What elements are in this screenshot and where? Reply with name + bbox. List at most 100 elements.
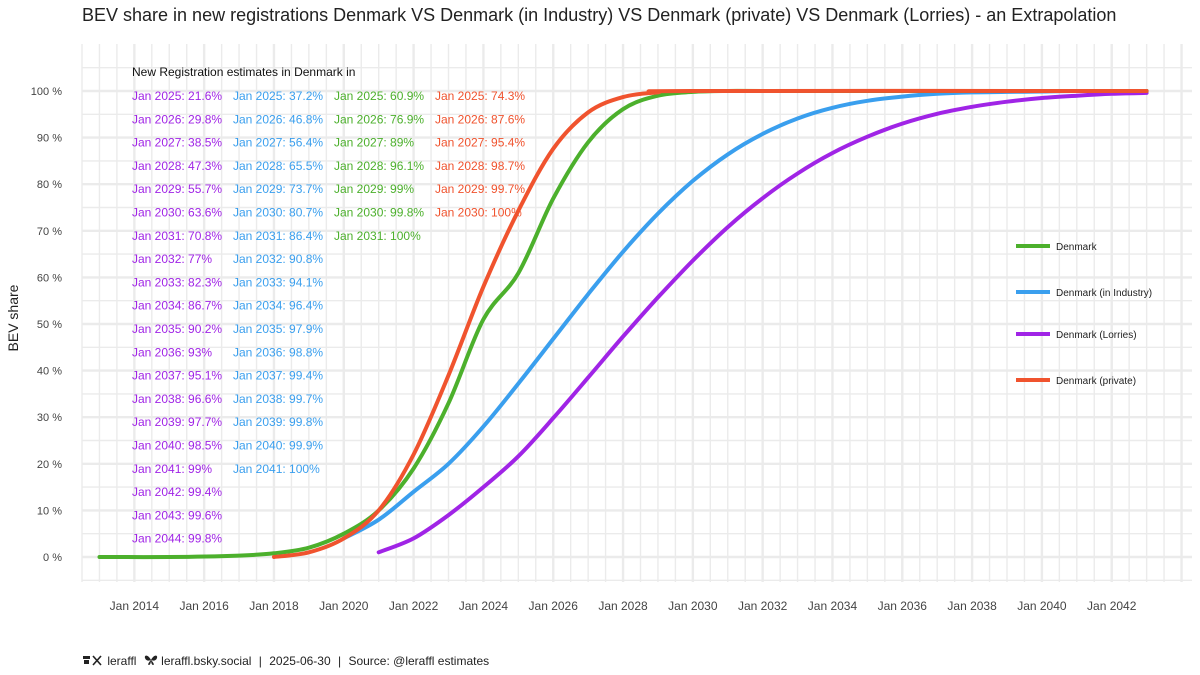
footer-date: 2025-06-30 xyxy=(269,654,331,668)
x-tick-label: Jan 2036 xyxy=(878,599,928,613)
legend-label: Denmark (private) xyxy=(1056,376,1136,387)
annotation-header: New Registration estimates in Denmark in xyxy=(132,65,355,79)
annotation-label: Jan 2033: 94.1% xyxy=(233,275,323,289)
x-tick-label: Jan 2022 xyxy=(389,599,439,613)
x-tick-label: Jan 2038 xyxy=(947,599,997,613)
y-tick-label: 50 % xyxy=(37,319,62,331)
annotation-label: Jan 2029: 73.7% xyxy=(233,182,323,196)
series-line-denmark-lorries xyxy=(376,90,1149,555)
series-line-denmark-private xyxy=(272,88,1149,559)
annotation-block: New Registration estimates in Denmark in… xyxy=(132,65,525,546)
annotation-label: Jan 2034: 96.4% xyxy=(233,299,323,313)
footer-bsky-handle[interactable]: leraffl.bsky.social xyxy=(161,654,252,668)
x-tick-label: Jan 2042 xyxy=(1087,599,1137,613)
annotation-label: Jan 2027: 38.5% xyxy=(132,136,222,150)
annotation-label: Jan 2028: 47.3% xyxy=(132,159,222,173)
annotation-label: Jan 2031: 86.4% xyxy=(233,229,323,243)
y-tick-label: 100 % xyxy=(31,86,62,98)
y-tick-label: 60 % xyxy=(37,272,62,284)
annotation-label: Jan 2030: 80.7% xyxy=(233,206,323,220)
y-axis-label: BEV share xyxy=(5,284,21,351)
annotation-label: Jan 2042: 99.4% xyxy=(132,485,222,499)
annotation-label: Jan 2027: 89% xyxy=(334,136,414,150)
annotation-label: Jan 2026: 46.8% xyxy=(233,112,323,126)
y-tick-label: 90 % xyxy=(37,133,62,145)
x-tick-label: Jan 2040 xyxy=(1017,599,1067,613)
y-tick-label: 20 % xyxy=(37,459,62,471)
annotation-label: Jan 2028: 96.1% xyxy=(334,159,424,173)
footer-source: Source: @leraffl estimates xyxy=(348,654,490,668)
series-lines xyxy=(97,88,1149,560)
annotation-label: Jan 2030: 63.6% xyxy=(132,206,222,220)
annotation-label: Jan 2027: 56.4% xyxy=(233,136,323,150)
footer-handle[interactable]: leraffl xyxy=(107,654,137,668)
annotation-label: Jan 2041: 100% xyxy=(233,462,320,476)
x-tick-label: Jan 2028 xyxy=(598,599,648,613)
legend-label: Denmark xyxy=(1056,242,1098,253)
annotation-label: Jan 2027: 95.4% xyxy=(435,136,525,150)
legend: Denmark Denmark (in Industry) Denmark (Lor… xyxy=(1016,242,1152,387)
annotation-label: Jan 2036: 93% xyxy=(132,345,212,359)
x-tick-label: Jan 2014 xyxy=(110,599,160,613)
butterfly-icon xyxy=(144,655,157,665)
annotation-label: Jan 2035: 90.2% xyxy=(132,322,222,336)
legend-label: Denmark (Lorries) xyxy=(1056,330,1137,341)
annotation-label: Jan 2030: 100% xyxy=(435,206,522,220)
annotation-label: Jan 2039: 97.7% xyxy=(132,415,222,429)
annotation-label: Jan 2034: 86.7% xyxy=(132,299,222,313)
grid-lines xyxy=(81,44,1192,582)
x-tick-label: Jan 2020 xyxy=(319,599,369,613)
annotation-label: Jan 2031: 100% xyxy=(334,229,421,243)
annotation-label: Jan 2037: 95.1% xyxy=(132,369,222,383)
footer: leraffl leraffl.bsky.social | 2025-06-30… xyxy=(82,654,493,668)
annotation-label: Jan 2040: 99.9% xyxy=(233,439,323,453)
y-tick-label: 0 % xyxy=(43,552,62,564)
annotation-label: Jan 2038: 96.6% xyxy=(132,392,222,406)
annotation-label: Jan 2025: 21.6% xyxy=(132,89,222,103)
annotation-label: Jan 2029: 99.7% xyxy=(435,182,525,196)
annotation-label: Jan 2044: 99.8% xyxy=(132,532,222,546)
annotation-label: Jan 2030: 99.8% xyxy=(334,206,424,220)
social-icons xyxy=(83,655,102,666)
annotation-label: Jan 2038: 99.7% xyxy=(233,392,323,406)
x-tick-label: Jan 2032 xyxy=(738,599,788,613)
x-tick-label: Jan 2030 xyxy=(668,599,718,613)
annotation-label: Jan 2032: 77% xyxy=(132,252,212,266)
annotation-label: Jan 2036: 98.8% xyxy=(233,345,323,359)
x-tick-label: Jan 2034 xyxy=(808,599,858,613)
annotation-label: Jan 2035: 97.9% xyxy=(233,322,323,336)
x-tick-label: Jan 2024 xyxy=(459,599,509,613)
annotation-label: Jan 2033: 82.3% xyxy=(132,275,222,289)
annotation-label: Jan 2040: 98.5% xyxy=(132,439,222,453)
annotation-label: Jan 2025: 74.3% xyxy=(435,89,525,103)
annotation-label: Jan 2041: 99% xyxy=(132,462,212,476)
mastodon-icon xyxy=(83,656,90,659)
annotation-label: Jan 2026: 76.9% xyxy=(334,112,424,126)
legend-label: Denmark (in Industry) xyxy=(1056,288,1152,299)
x-tick-label: Jan 2026 xyxy=(529,599,579,613)
annotation-label: Jan 2025: 60.9% xyxy=(334,89,424,103)
annotation-label: Jan 2032: 90.8% xyxy=(233,252,323,266)
footer-separator: | xyxy=(337,654,342,668)
annotation-label: Jan 2026: 29.8% xyxy=(132,112,222,126)
annotation-label: Jan 2028: 98.7% xyxy=(435,159,525,173)
annotation-label: Jan 2029: 99% xyxy=(334,182,414,196)
y-axis: 0 % 10 % 20 % 30 % 40 % 50 % 60 % 70 % 80 % 90 % 1… xyxy=(31,86,62,564)
chart-title: BEV share in new registrations Denmark V… xyxy=(82,5,1117,25)
annotation-label: Jan 2028: 65.5% xyxy=(233,159,323,173)
x-logo-icon xyxy=(92,655,102,666)
annotation-label: Jan 2039: 99.8% xyxy=(233,415,323,429)
x-axis: Jan 2014 Jan 2016 Jan 2018 Jan 2020 Jan 2022… xyxy=(110,599,1137,613)
y-tick-label: 30 % xyxy=(37,412,62,424)
x-tick-label: Jan 2018 xyxy=(249,599,299,613)
y-tick-label: 80 % xyxy=(37,179,62,191)
annotation-label: Jan 2043: 99.6% xyxy=(132,508,222,522)
x-tick-label: Jan 2016 xyxy=(179,599,229,613)
annotation-label: Jan 2037: 99.4% xyxy=(233,369,323,383)
annotation-label: Jan 2026: 87.6% xyxy=(435,112,525,126)
y-tick-label: 10 % xyxy=(37,505,62,517)
y-tick-label: 70 % xyxy=(37,226,62,238)
y-tick-label: 40 % xyxy=(37,366,62,378)
footer-separator: | xyxy=(258,654,262,668)
